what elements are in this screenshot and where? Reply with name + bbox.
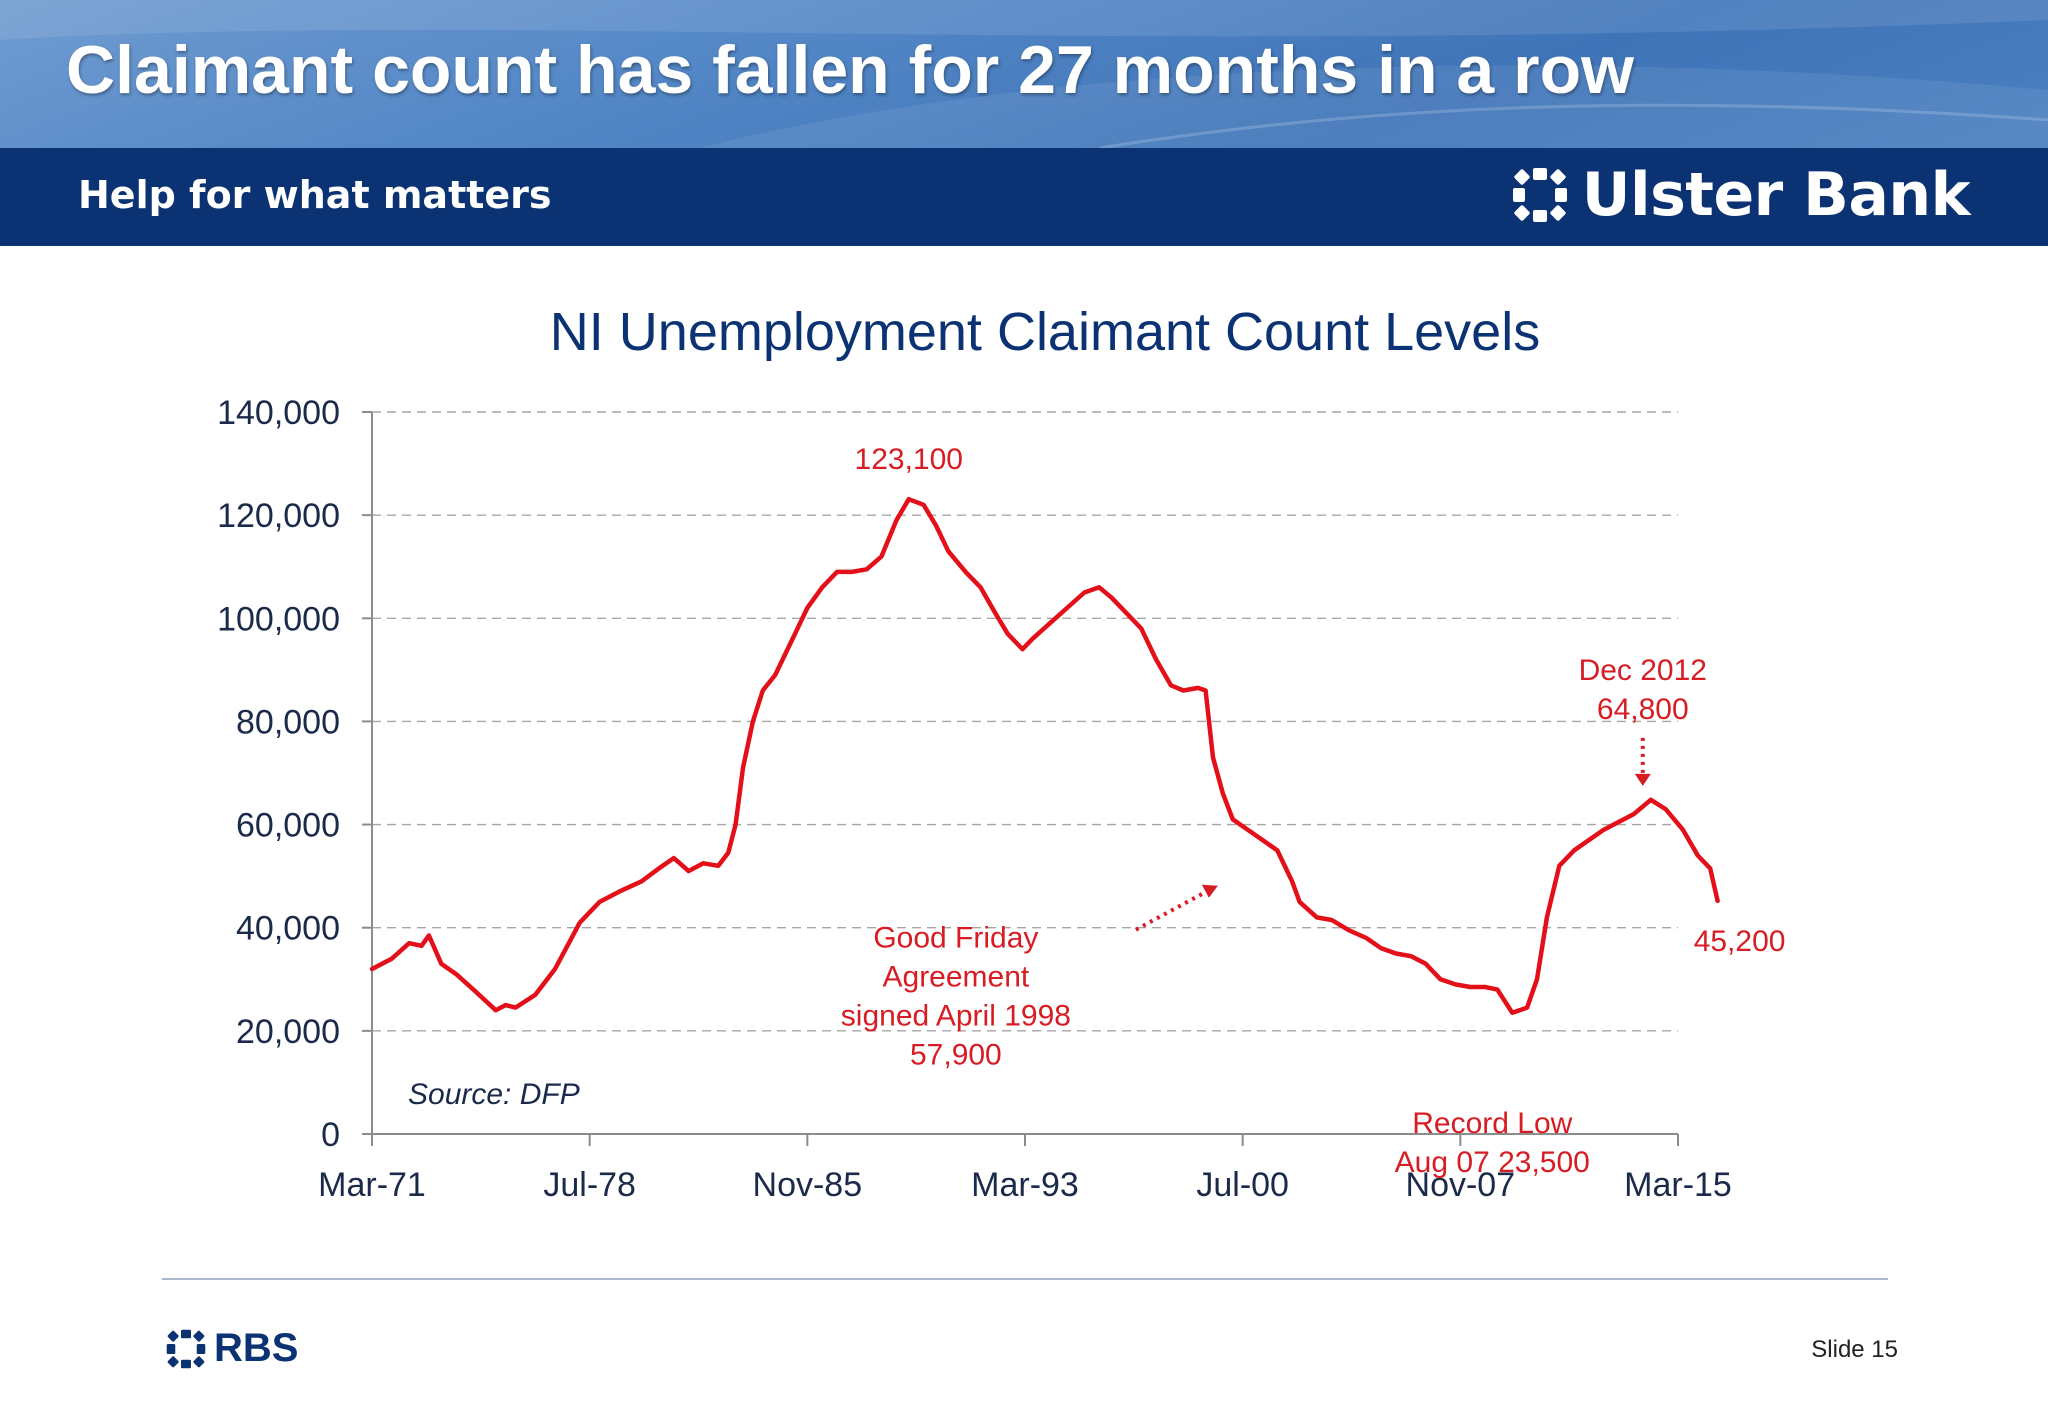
source-note: Source: DFP bbox=[408, 1078, 580, 1111]
annotation-line: Aug 07 23,500 bbox=[1395, 1146, 1590, 1179]
x-tick-label: Mar-71 bbox=[318, 1166, 426, 1204]
annotation-line: 45,200 bbox=[1694, 925, 1786, 958]
annotation-line: Agreement bbox=[883, 961, 1030, 994]
arrow-head bbox=[1201, 884, 1218, 898]
y-tick-label: 140,000 bbox=[217, 394, 340, 432]
dotted-arrow bbox=[1134, 887, 1211, 932]
brand-bar: Help for what matters Ulster Bank bbox=[0, 148, 2048, 246]
series-layer bbox=[369, 496, 1720, 1016]
y-tick-label: 0 bbox=[321, 1116, 340, 1154]
x-tick-label: Nov-85 bbox=[753, 1166, 863, 1204]
y-tick-label: 100,000 bbox=[217, 600, 340, 638]
y-tick-label: 120,000 bbox=[217, 497, 340, 535]
x-tick-label: Mar-93 bbox=[971, 1166, 1079, 1204]
annotation-line: Dec 2012 bbox=[1579, 654, 1707, 687]
annotations: 123,100 Dec 2012 64,800 45,200 Good Friday Ag… bbox=[841, 443, 1786, 1179]
chart-title: NI Unemployment Claimant Count Levels bbox=[550, 302, 1540, 362]
slide-number: Slide 15 bbox=[1811, 1336, 1898, 1363]
annotation-line: Good Friday bbox=[873, 922, 1038, 955]
brand-name: Ulster Bank bbox=[1581, 160, 1971, 230]
y-tick-label: 20,000 bbox=[236, 1013, 340, 1051]
record-low-annotation: Record Low Aug 07 23,500 bbox=[1395, 1107, 1590, 1179]
footer-divider bbox=[162, 1278, 1888, 1280]
claimant-count-line bbox=[369, 496, 1720, 1016]
ulster-bank-daisywheel-icon bbox=[1512, 168, 1567, 222]
x-tick-label: Jul-00 bbox=[1196, 1166, 1289, 1204]
x-tick-label: Jul-78 bbox=[543, 1166, 636, 1204]
annotation-line: 64,800 bbox=[1597, 693, 1689, 726]
rbs-daisywheel-icon bbox=[166, 1329, 206, 1368]
rbs-logo-text: RBS bbox=[214, 1326, 299, 1370]
latest-value-annotation: 45,200 bbox=[1694, 925, 1786, 958]
annotation-line: 123,100 bbox=[855, 443, 963, 476]
ulster-bank-logo: Ulster Bank bbox=[1512, 160, 1971, 230]
arrow-head bbox=[1634, 773, 1651, 786]
y-tick-labels: 0 20,000 40,000 60,000 80,000 100,000 120,000 1… bbox=[217, 394, 340, 1154]
annotation-line: 57,900 bbox=[910, 1039, 1002, 1072]
peak-annotation: 123,100 bbox=[855, 443, 963, 476]
chart: NI Unemployment Claimant Count Levels 0 2… bbox=[0, 246, 2048, 1246]
x-tick-label: Mar-15 bbox=[1624, 1166, 1732, 1204]
slide-title: Claimant count has fallen for 27 months … bbox=[66, 32, 1635, 108]
rbs-logo: RBS bbox=[166, 1326, 298, 1371]
dec-2012-annotation: Dec 2012 64,800 bbox=[1579, 654, 1707, 726]
axes bbox=[362, 411, 1679, 1146]
chart-svg: NI Unemployment Claimant Count Levels 0 2… bbox=[217, 302, 1786, 1204]
good-friday-annotation: Good Friday Agreement signed April 1998 57,… bbox=[841, 922, 1071, 1072]
y-tick-label: 40,000 bbox=[236, 910, 340, 948]
y-tick-label: 60,000 bbox=[236, 807, 340, 845]
x-tick-labels: Mar-71 Jul-78 Nov-85 Mar-93 Jul-00 Nov-07 Mar-… bbox=[318, 1166, 1732, 1204]
y-tick-label: 80,000 bbox=[236, 703, 340, 741]
grid-lines bbox=[372, 411, 1678, 1032]
annotation-line: signed April 1998 bbox=[841, 1000, 1071, 1033]
title-swoosh-decoration bbox=[0, 0, 2048, 148]
tagline: Help for what matters bbox=[78, 173, 552, 217]
title-band: Claimant count has fallen for 27 months … bbox=[0, 0, 2048, 148]
annotation-line: Record Low bbox=[1412, 1107, 1572, 1140]
x-tick-label: Nov-07 bbox=[1406, 1166, 1516, 1204]
